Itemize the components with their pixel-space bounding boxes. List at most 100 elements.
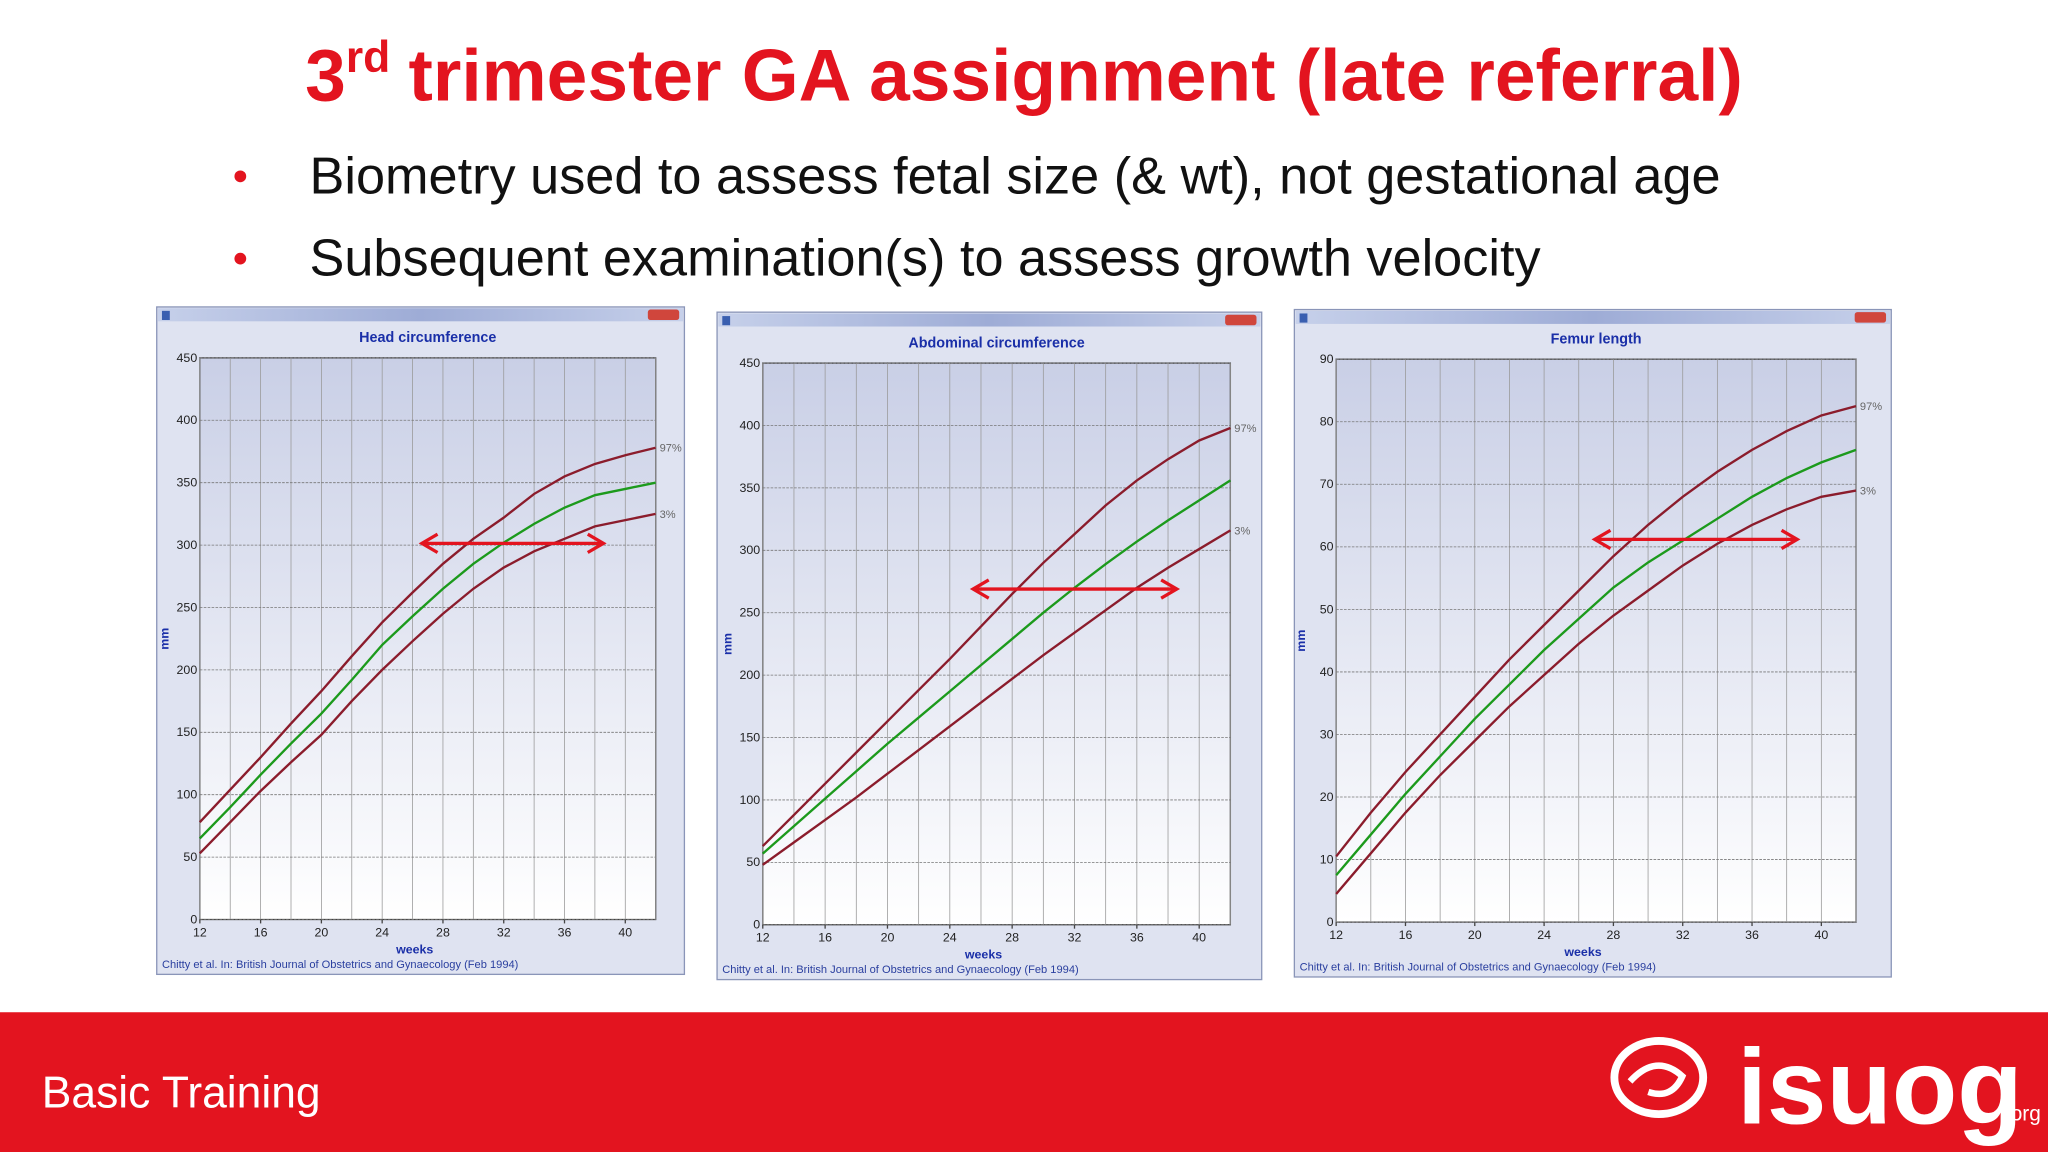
series-line [761,426,1231,847]
x-tick-label: 36 [558,925,572,939]
chart-title: Abdominal circumference [908,335,1084,351]
window-icon [722,316,731,326]
series-label: 3% [1860,485,1876,497]
y-tick-label: 400 [177,413,198,427]
arrow-head [969,578,990,600]
y-tick-label: 0 [753,918,760,932]
slide-title: 3rd trimester GA assignment (late referra… [305,33,1743,117]
series-line [1335,448,1857,876]
logo-text: isuog [1737,1026,2023,1146]
y-tick-label: 450 [177,351,198,365]
y-tick-label: 50 [746,855,760,869]
y-tick-label: 50 [1320,602,1334,616]
x-tick-label: 36 [1130,931,1144,945]
y-tick-label: 100 [739,793,760,807]
y-tick-label: 80 [1320,415,1334,429]
series-line [1335,489,1857,895]
y-tick-label: 350 [739,481,760,495]
chart-window: 0 50 100 150 200 250 300 350 400 450 12 16 20 24 28 32 3… [716,311,1263,981]
logo-icon [1610,1037,1708,1119]
window-titlebar [1295,310,1890,324]
y-tick-label: 150 [177,725,198,739]
x-tick-label: 24 [943,931,957,945]
chart-title: Femur length [1551,332,1642,348]
close-button [1854,312,1887,323]
series-line [761,479,1232,855]
series-line [198,512,656,855]
y-tick-label: 200 [739,668,760,682]
x-axis-label: weeks [395,942,433,956]
bullet-text: Biometry used to assess fetal size (& wt… [310,147,1721,205]
x-tick-label: 12 [756,931,770,945]
y-tick-label: 250 [177,600,198,614]
bullet-dot [234,252,247,265]
y-tick-label: 60 [1320,540,1334,554]
y-axis-label: mm [720,633,734,655]
source-note: Chitty et al. In: British Journal of Obs… [162,959,518,971]
series-line [198,446,656,823]
arrow-head [586,532,607,554]
x-tick-label: 24 [1537,928,1551,942]
y-tick-label: 400 [739,418,760,432]
window-icon [1299,313,1308,323]
x-tick-label: 24 [375,925,389,939]
series-label: 3% [660,509,676,521]
y-tick-label: 20 [1320,790,1334,804]
y-tick-label: 50 [183,850,197,864]
y-axis-label: mm [1294,630,1308,652]
arrow-head [418,532,439,554]
y-tick-label: 350 [177,476,198,490]
x-tick-label: 12 [1329,928,1343,942]
footer-label: Basic Training [42,1069,321,1118]
x-tick-label: 32 [497,925,511,939]
y-tick-label: 150 [739,730,760,744]
x-tick-label: 20 [881,931,895,945]
y-tick-label: 70 [1320,477,1334,491]
y-tick-label: 0 [190,912,197,926]
x-axis-label: weeks [964,948,1002,962]
x-axis-label: weeks [1563,945,1601,959]
x-tick-label: 20 [1468,928,1482,942]
series-label: 97% [1234,423,1256,435]
y-tick-label: 450 [739,356,760,370]
chart-window: 0 10 20 30 40 50 60 70 80 90 12 16 20 24 28 32 36 40 Femur… [1293,308,1892,978]
x-tick-label: 16 [254,925,268,939]
y-tick-label: 300 [739,543,760,557]
series-line [198,481,656,840]
source-note: Chitty et al. In: British Journal of Obs… [722,964,1078,976]
x-tick-label: 12 [193,925,207,939]
y-axis-label: mm [157,628,171,650]
x-tick-label: 32 [1676,928,1690,942]
window-icon [161,310,170,320]
x-tick-label: 16 [818,931,832,945]
title-text: trimester GA assignment (late referral) [409,36,1743,117]
plot-area [762,362,1232,926]
y-tick-label: 10 [1320,852,1334,866]
series-label: 97% [1860,401,1882,413]
y-tick-label: 0 [1327,915,1334,929]
plot-area [199,357,657,921]
window-titlebar [718,313,1261,327]
chart-title: Head circumference [359,330,496,346]
arrow-head [1780,528,1801,550]
logo-suffix: .org [2005,1103,2041,1126]
y-tick-label: 30 [1320,727,1334,741]
x-tick-label: 20 [314,925,328,939]
x-tick-label: 40 [1192,931,1206,945]
arrow-head [1591,528,1612,550]
series-label: 3% [1234,525,1250,537]
logo-icon [1627,1062,1687,1098]
x-tick-label: 16 [1399,928,1413,942]
title-sup: rd [346,33,390,82]
y-tick-label: 300 [177,538,198,552]
y-tick-label: 100 [177,788,198,802]
series-label: 97% [660,443,682,455]
x-tick-label: 32 [1068,931,1082,945]
x-tick-label: 36 [1745,928,1759,942]
series-line [762,529,1231,866]
title-number: 3 [305,36,346,117]
y-tick-label: 200 [177,663,198,677]
bullet-text: Subsequent examination(s) to assess grow… [310,230,1542,288]
